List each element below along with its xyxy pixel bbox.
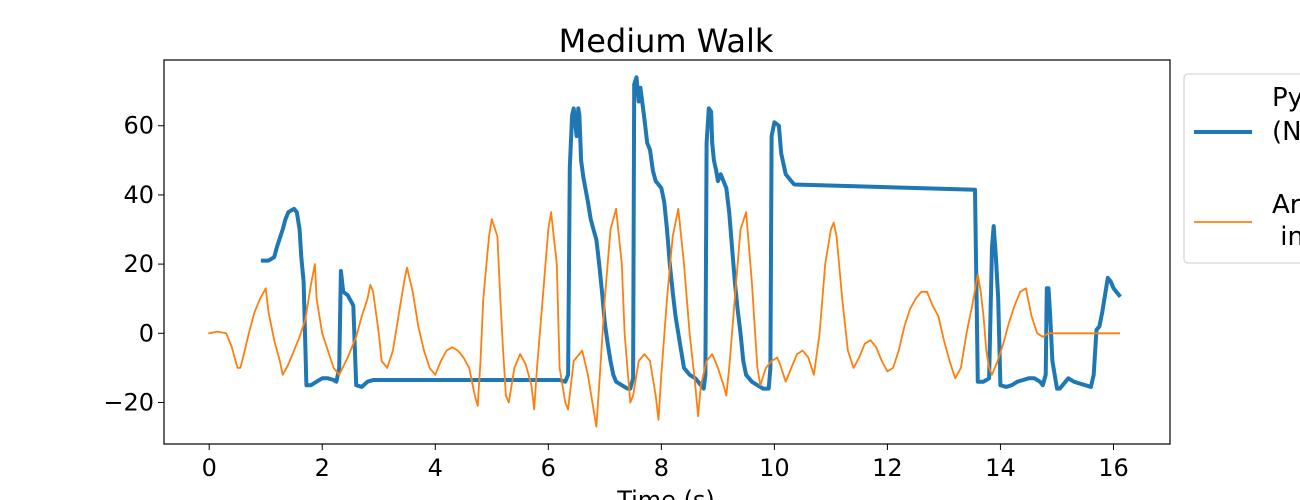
- series-line-2: [208, 207, 1120, 428]
- x-tick-label: 8: [654, 454, 669, 482]
- legend-label-2: in: [1272, 222, 1300, 252]
- x-tick-label: 16: [1098, 454, 1129, 482]
- y-tick-label: 60: [123, 112, 154, 140]
- x-tick-label: 4: [428, 454, 443, 482]
- y-tick-label: 20: [123, 250, 154, 278]
- x-tick-label: 14: [985, 454, 1016, 482]
- x-tick-label: 10: [759, 454, 790, 482]
- x-tick-label: 6: [541, 454, 556, 482]
- plot-area: [163, 59, 1171, 445]
- x-tick-label: 12: [872, 454, 903, 482]
- x-axis-label: Time (s): [616, 486, 715, 500]
- series-group: [208, 75, 1122, 428]
- x-tick-label: 0: [202, 454, 217, 482]
- y-tick-label: −20: [103, 388, 154, 416]
- legend-box: [1183, 73, 1300, 264]
- legend-label-1: (N: [1272, 117, 1300, 147]
- legend-label-2: Ar: [1272, 190, 1300, 220]
- legend: Py (N Ar in: [1183, 73, 1300, 264]
- y-tick-label: 40: [123, 181, 154, 209]
- x-tick-label: 2: [315, 454, 330, 482]
- y-tick-label: 0: [139, 319, 154, 347]
- chart-title: Medium Walk: [559, 22, 774, 60]
- y-axis: −20 0 20 40 60: [103, 112, 164, 416]
- plot-frame: [163, 59, 1171, 445]
- x-axis: 0 2 4 6 8 10 12 14 16: [202, 444, 1129, 482]
- series-line-1: [260, 75, 1122, 391]
- legend-label-1: Py: [1272, 83, 1300, 113]
